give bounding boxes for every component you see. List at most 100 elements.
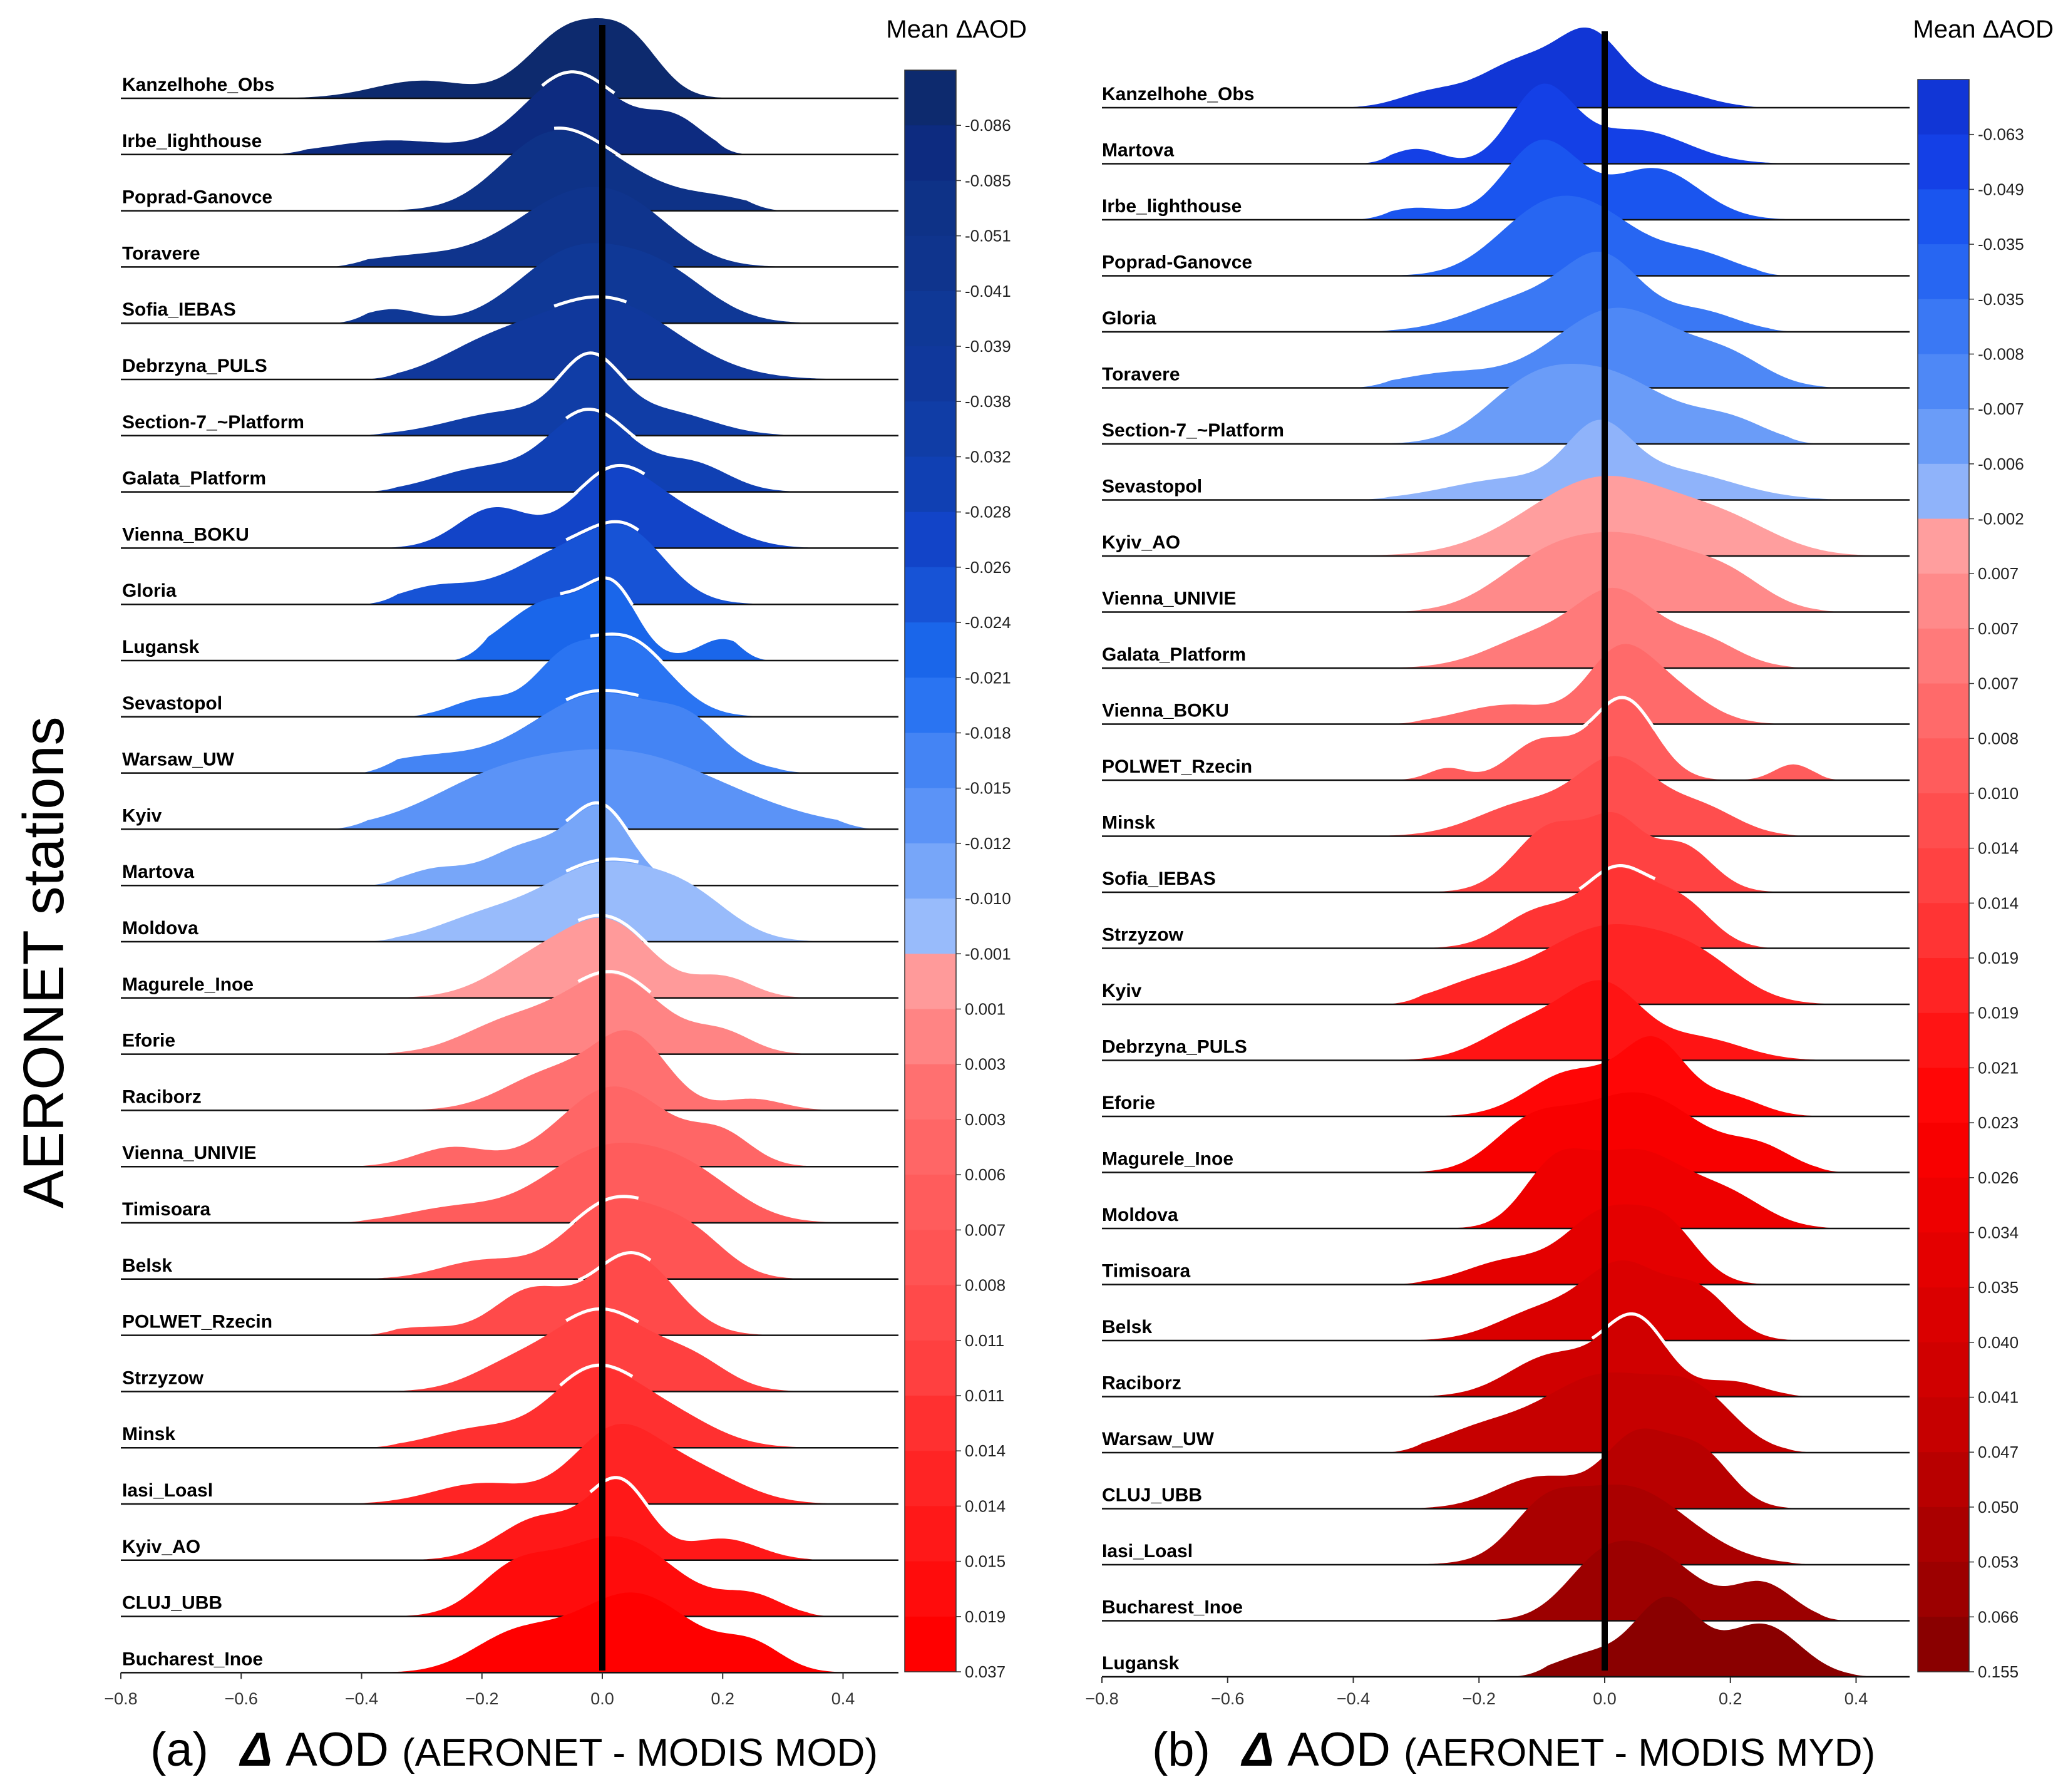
colorbar-tick-label: 0.155 [1978, 1662, 2019, 1681]
station-label: Lugansk [122, 637, 200, 657]
colorbar-tick-label: 0.007 [1978, 564, 2019, 583]
station-label: Eforie [122, 1031, 175, 1051]
panel-b: Kanzelhohe_Obs Martova Irbe_lighthouse Popr… [1085, 16, 2054, 1776]
colorbar-segment [905, 291, 956, 347]
colorbar-segment [905, 733, 956, 789]
ridge-b-21 [1384, 1148, 1856, 1228]
colorbar-segment [905, 1230, 956, 1286]
colorbar-tick-label: 0.066 [1978, 1607, 2019, 1626]
colorbar-tick-label: -0.085 [965, 171, 1011, 190]
x-tick-label: −0.4 [1337, 1689, 1370, 1708]
station-label: Debrzyna_PULS [122, 356, 267, 376]
colorbar-tick-label: 0.047 [1978, 1443, 2019, 1461]
ridge-highlight-a-9 [571, 463, 646, 498]
colorbar-tick-label: 0.007 [1978, 619, 2019, 638]
colorbar-tick-label: 0.003 [965, 1110, 1006, 1129]
colorbar-segment [905, 954, 956, 1010]
station-labels-b: Kanzelhohe_Obs Martova Irbe_lighthouse Popr… [1102, 84, 1284, 1674]
colorbar-segment [1918, 1232, 1969, 1288]
station-label: Strzyzow [122, 1367, 204, 1388]
colorbar-tick-label: 0.003 [965, 1055, 1006, 1074]
x-tick-label: −0.8 [104, 1689, 137, 1708]
station-label: Gloria [122, 580, 177, 601]
station-label: Bucharest_Inoe [122, 1649, 263, 1669]
ridge-highlight-a-25 [559, 1363, 634, 1387]
colorbar-tick-label: -0.006 [1978, 455, 2024, 473]
colorbar-tick-label: 0.011 [965, 1331, 1004, 1350]
colorbar-frame [1917, 79, 1970, 1672]
station-label: Timisoara [122, 1199, 210, 1220]
colorbar-tick-label: -0.024 [965, 613, 1011, 632]
ridge-highlight-a-17 [577, 914, 652, 948]
ridge-b-2 [1353, 83, 1825, 164]
station-label: Lugansk [1102, 1653, 1180, 1674]
x-tick-label: 0.4 [831, 1689, 855, 1708]
ridge-highlight-a-11 [560, 576, 634, 606]
station-label: Section-7_~Platform [1102, 420, 1284, 441]
x-axis-title-main-a: AOD [286, 1723, 402, 1776]
colorbar-tick-label: 0.008 [965, 1276, 1006, 1295]
station-label: POLWET_Rzecin [122, 1312, 272, 1332]
station-label: Irbe_lighthouse [122, 131, 262, 152]
station-label: Belsk [1102, 1317, 1152, 1337]
ridge-b-17 [1384, 924, 1856, 1004]
station-label: Toravere [122, 243, 200, 264]
station-label: Toravere [1102, 364, 1180, 385]
station-label: Kyiv [122, 805, 162, 826]
station-label: Magurele_Inoe [122, 974, 254, 995]
colorbar-tick-label: 0.019 [965, 1607, 1006, 1626]
colorbar-tick-label: -0.001 [965, 944, 1011, 963]
colorbar-tick-label: 0.007 [1978, 674, 2019, 693]
ridge-highlight-a-18 [577, 970, 652, 994]
colorbar-segment [905, 622, 956, 678]
ridge-highlight-a-6 [553, 295, 627, 308]
colorbar-segment [905, 70, 956, 126]
colorbar-segment [1918, 683, 1969, 739]
x-tick-label: 0.2 [1719, 1689, 1742, 1708]
ridge-a-13 [361, 693, 813, 773]
delta-symbol-a: Δ [239, 1723, 272, 1776]
colorbar-segment [905, 1175, 956, 1230]
ridge-b-10 [1384, 532, 1856, 612]
colorbar-segment [905, 401, 956, 458]
colorbar-tick-label: 0.014 [1978, 893, 2019, 912]
x-tick-label: −0.6 [1211, 1689, 1244, 1708]
ridge-a-12 [391, 636, 843, 717]
colorbar-segment [905, 235, 956, 292]
colorbar-tick-label: 0.021 [1978, 1058, 2019, 1077]
station-label: Debrzyna_PULS [1102, 1037, 1247, 1058]
colorbar-segment [1918, 1287, 1969, 1343]
ridge-b-5 [1353, 252, 1806, 332]
colorbar-tick-label: 0.034 [1978, 1223, 2019, 1242]
ridge-a-2 [271, 74, 753, 155]
x-tick-label: 0.2 [711, 1689, 734, 1708]
station-label: Eforie [1102, 1093, 1155, 1113]
station-label: Raciborz [122, 1086, 202, 1107]
station-label: Poprad-Ganovce [1102, 252, 1252, 273]
colorbar-segment [1918, 134, 1969, 190]
colorbar-tick-label: -0.086 [965, 116, 1011, 135]
station-label: Minsk [122, 1424, 175, 1444]
colorbar-tick-label: -0.041 [965, 282, 1011, 301]
colorbar-segment [1918, 463, 1969, 520]
colorbar-tick-label: -0.049 [1978, 180, 2024, 198]
ridge-b-4 [1353, 195, 1794, 276]
colorbar-tick-label: -0.028 [965, 503, 1011, 522]
colorbar-segment [1918, 1452, 1969, 1508]
colorbar-tick-label: 0.019 [1978, 949, 2019, 967]
station-label: POLWET_Rzecin [1102, 756, 1252, 777]
ridge-b-16 [1384, 868, 1794, 949]
colorbar-tick-label: 0.007 [965, 1220, 1006, 1239]
ridge-b-20 [1384, 1092, 1856, 1173]
station-label: Magurele_Inoe [1102, 1149, 1233, 1170]
colorbar-segment [905, 1616, 956, 1672]
colorbar-segment [1918, 848, 1969, 904]
station-label: Kanzelhohe_Obs [122, 75, 274, 95]
colorbar-segment [1918, 1506, 1969, 1563]
ridge-highlight-b-16 [1578, 863, 1656, 890]
ridge-a-11 [451, 580, 771, 661]
ridge-a-7 [349, 355, 813, 436]
colorbar-segment [905, 567, 956, 623]
colorbar-segment [1918, 299, 1969, 355]
